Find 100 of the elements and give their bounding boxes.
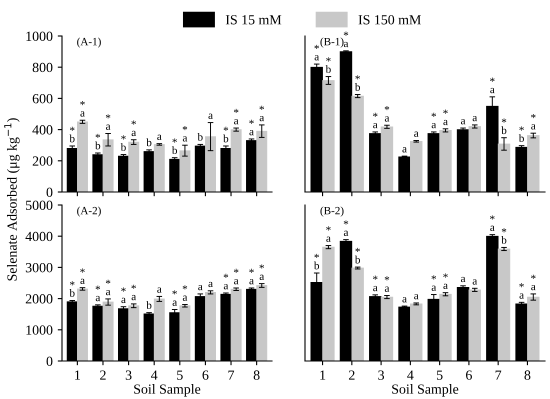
x-tick-label: 6 [202, 370, 208, 380]
x-axis-title: Soil Sample [134, 384, 200, 397]
data-label: * a [131, 120, 136, 136]
bar [527, 135, 540, 192]
data-label: * b [95, 134, 100, 150]
bar [128, 142, 140, 192]
y-tick-label: 400 [32, 125, 52, 135]
bar [322, 80, 335, 192]
data-label: * a [373, 276, 378, 292]
data-label: a [157, 287, 162, 293]
x-tick-label: 1 [320, 370, 326, 380]
x-tick-label: 1 [75, 370, 80, 380]
data-label: * a [432, 275, 436, 291]
data-label: b [198, 132, 203, 141]
data-label: * a [182, 126, 188, 142]
bar [410, 140, 422, 192]
data-label: a [472, 116, 478, 122]
data-label: a [460, 119, 466, 124]
bar [527, 296, 540, 361]
bar [154, 144, 165, 192]
data-label: * a [490, 215, 495, 231]
data-label: * a [249, 120, 254, 136]
bar [205, 136, 216, 192]
data-label: * a [344, 32, 348, 48]
data-label: * a [531, 274, 536, 290]
y-tick-label: 600 [32, 94, 52, 104]
data-label: * a [314, 44, 320, 60]
data-label: * a [384, 106, 390, 122]
y-axis-title: Selenate Adsorbed (μg kg$^{−1}$) [4, 118, 20, 281]
data-label: * b [518, 126, 524, 142]
bar [77, 121, 88, 192]
x-tick-label: 6 [466, 370, 472, 380]
bar [498, 144, 510, 192]
bar [498, 248, 510, 361]
data-label: * a [260, 106, 264, 122]
data-label: * b [120, 135, 126, 151]
x-tick-label: 7 [228, 370, 234, 380]
data-label: * a [326, 226, 331, 242]
data-label: * a [182, 285, 188, 301]
x-tick-label: 3 [126, 370, 132, 380]
data-label: * a [531, 114, 536, 130]
y-tick-label: 5000 [26, 200, 52, 210]
data-label: * b [314, 254, 320, 270]
bar [351, 268, 364, 361]
data-label: a [460, 276, 466, 282]
data-label: a [208, 282, 213, 288]
data-label: * b [69, 281, 75, 297]
data-label: * a [443, 110, 448, 126]
data-label: a [414, 132, 419, 137]
data-label: a [472, 279, 478, 285]
data-label: a [198, 284, 203, 290]
bar [439, 130, 452, 192]
x-axis-title: Soil Sample [392, 384, 458, 397]
data-label: * a [172, 290, 177, 306]
data-label: * a [224, 274, 228, 290]
data-label: b [146, 301, 152, 309]
bar [230, 129, 242, 192]
data-label: * b [223, 126, 228, 142]
x-tick-label: 8 [524, 370, 530, 380]
x-tick-label: 5 [177, 370, 183, 380]
data-label: * a [344, 220, 348, 236]
bar [439, 294, 452, 361]
bar [380, 126, 394, 192]
bar [410, 304, 422, 361]
data-label: * a [260, 264, 264, 280]
x-tick-label: 4 [407, 370, 414, 380]
x-tick-label: 3 [378, 370, 384, 380]
chart-title: (B-1) [320, 38, 344, 48]
data-label: * a [234, 108, 238, 124]
bar [468, 126, 481, 192]
bar [205, 292, 216, 361]
data-label: * b [354, 248, 360, 264]
legend-label: IS 150 mM [358, 15, 421, 24]
x-tick-label: 4 [150, 370, 158, 380]
y-tick-label: 4000 [25, 232, 52, 242]
data-label: a [402, 297, 407, 302]
data-label: * a [519, 283, 524, 299]
data-label: * a [80, 268, 85, 284]
chart-title: (B-2) [320, 206, 344, 217]
data-label: * b [501, 228, 506, 244]
data-label: * a [443, 273, 448, 290]
data-label: * a [131, 284, 136, 300]
data-label: * b [69, 126, 75, 142]
data-label: * a [373, 112, 378, 128]
data-label: b [146, 138, 152, 146]
y-tick-label: 0 [46, 356, 52, 366]
data-label: * a [384, 276, 390, 292]
data-label: * a [432, 112, 436, 128]
data-label: * a [249, 268, 254, 284]
data-label: * a [121, 288, 126, 304]
data-label: a [402, 147, 407, 152]
bar [256, 285, 268, 361]
y-tick-label: 1000 [26, 32, 52, 41]
y-tick-label: 1000 [26, 325, 52, 335]
bar [322, 246, 335, 361]
bar [77, 288, 88, 361]
bar [351, 96, 364, 192]
chart-title: (A-1) [77, 38, 101, 48]
x-tick-label: 2 [348, 370, 355, 380]
data-label: * b [501, 118, 506, 134]
